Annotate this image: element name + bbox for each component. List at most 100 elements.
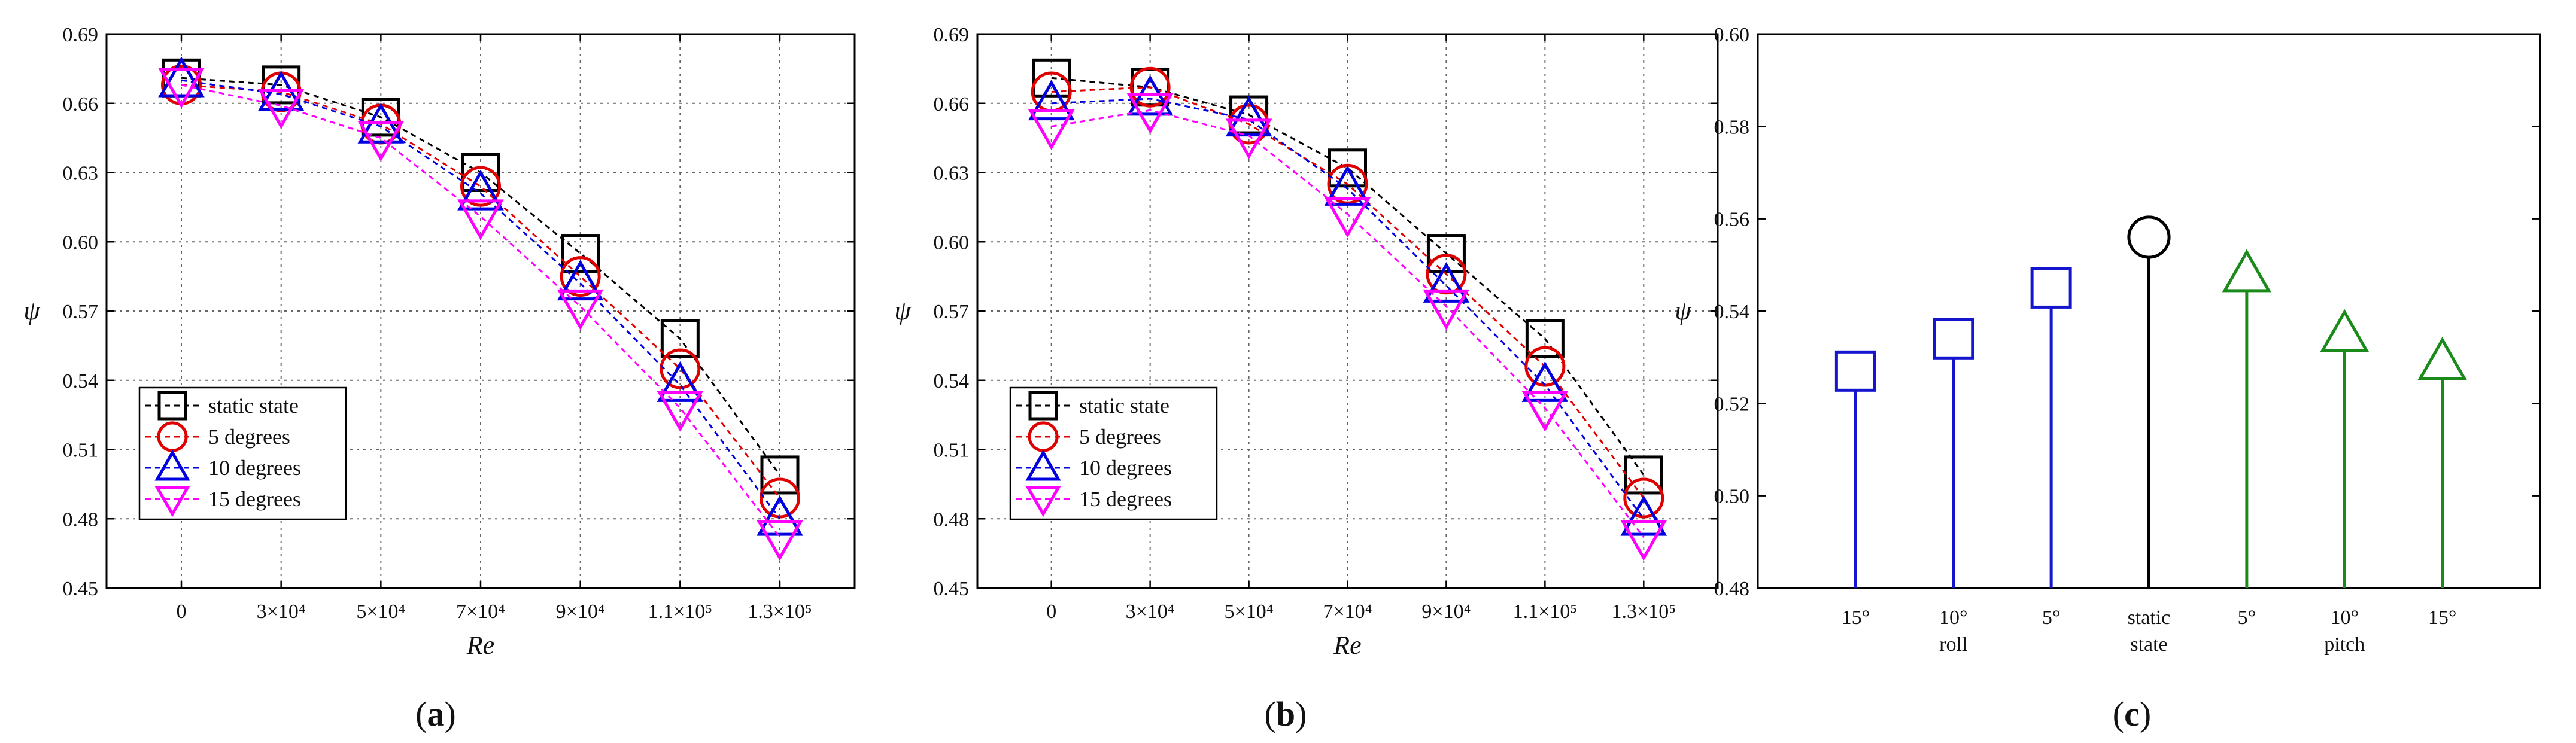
data-point-triangle-down xyxy=(1620,520,1667,561)
y-axis-label: ψ xyxy=(894,296,911,325)
y-tick-label: 0.45 xyxy=(934,578,970,600)
y-axis-label: ψ xyxy=(23,296,40,325)
legend-label: 5 degrees xyxy=(1079,425,1161,449)
y-tick-label: 0.52 xyxy=(1714,393,1750,415)
data-point-triangle-up xyxy=(1423,262,1470,303)
plot-frame xyxy=(976,33,1719,589)
legend-marker-triangle-up xyxy=(154,449,190,481)
legend-label: static state xyxy=(208,394,299,418)
subfigure-label-close: ) xyxy=(445,695,456,733)
x-tick-label: 9×10⁴ xyxy=(1421,601,1471,623)
data-point-triangle-up xyxy=(557,260,604,301)
legend-marker-triangle-down xyxy=(1025,486,1061,517)
x-tick-label: 9×10⁴ xyxy=(556,601,605,623)
legend-marker-square xyxy=(157,391,187,421)
x-tick-label: 5° xyxy=(2042,607,2061,629)
legend-label: 5 degrees xyxy=(208,425,290,449)
x-tick-label-group: roll xyxy=(1939,634,1967,656)
data-point-square xyxy=(1624,455,1663,495)
legend-marker-triangle-up xyxy=(1025,449,1061,481)
data-point-triangle-down xyxy=(1126,93,1174,134)
data-point-triangle-down xyxy=(1028,109,1075,150)
stem-marker-triangle-up xyxy=(2222,249,2271,293)
y-tick-label: 0.63 xyxy=(934,163,970,185)
y-tick-label: 0.54 xyxy=(934,370,970,392)
y-tick-label: 0.60 xyxy=(1714,24,1750,46)
data-point-circle xyxy=(460,166,501,207)
y-tick-label: 0.48 xyxy=(1714,578,1750,600)
data-point-triangle-down xyxy=(557,289,604,330)
x-tick-label: 5° xyxy=(2238,607,2256,629)
data-point-triangle-down xyxy=(1225,118,1272,160)
data-point-triangle-down xyxy=(257,89,305,130)
stem-marker-square xyxy=(1834,350,1876,392)
y-tick-label: 0.51 xyxy=(63,440,99,462)
data-point-triangle-up xyxy=(657,361,704,402)
y-tick-label: 0.57 xyxy=(63,301,99,323)
x-tick-label: 5×10⁴ xyxy=(1225,601,1274,623)
data-point-square xyxy=(561,234,600,273)
data-point-triangle-down xyxy=(158,68,205,109)
data-point-triangle-down xyxy=(1423,289,1470,330)
legend: static state 5 degrees 10 degrees 15 degree… xyxy=(1009,386,1218,520)
plot-frame xyxy=(105,33,856,589)
y-tick-label: 0.50 xyxy=(1714,486,1750,508)
subfigure-label-close: ) xyxy=(1295,695,1307,733)
x-tick-label-group: state xyxy=(2130,634,2167,656)
y-tick-label: 0.51 xyxy=(934,440,970,462)
x-tick-label: 10° xyxy=(2330,607,2359,629)
data-point-square xyxy=(1328,148,1367,188)
data-point-triangle-up xyxy=(1324,165,1371,206)
y-tick-label: 0.57 xyxy=(934,301,970,323)
legend-marker-square xyxy=(1028,391,1058,421)
y-tick-label: 0.54 xyxy=(63,370,99,392)
x-tick-label: 0 xyxy=(1046,601,1056,623)
y-tick-label: 0.54 xyxy=(1714,301,1750,323)
stem-marker-circle xyxy=(2127,215,2171,259)
stem-marker-triangle-up xyxy=(2320,309,2370,352)
data-point-triangle-up xyxy=(757,495,803,536)
y-axis-label: ψ xyxy=(1675,296,1691,325)
y-tick-label: 0.45 xyxy=(63,578,99,600)
y-tick-label: 0.69 xyxy=(934,24,970,46)
y-tick-label: 0.63 xyxy=(63,163,99,185)
x-tick-label: 15° xyxy=(1842,607,1870,629)
subfigure-label-open: ( xyxy=(415,695,427,733)
x-tick-label: 1.1×10⁵ xyxy=(1513,601,1578,623)
x-tick-label: 10° xyxy=(1939,607,1968,629)
data-point-circle xyxy=(1426,254,1467,295)
y-tick-label: 0.66 xyxy=(934,93,970,115)
y-tick-label: 0.48 xyxy=(63,508,99,531)
data-point-triangle-down xyxy=(1521,391,1569,432)
y-tick-label: 0.60 xyxy=(934,232,970,254)
data-point-square xyxy=(1426,234,1466,273)
subfigure-label: (c) xyxy=(2113,695,2151,733)
legend-label: 10 degrees xyxy=(1079,456,1172,480)
y-tick-label: 0.56 xyxy=(1714,209,1750,231)
data-point-triangle-down xyxy=(1324,197,1371,238)
data-point-triangle-down xyxy=(457,199,504,240)
x-tick-label: 3×10⁴ xyxy=(257,601,306,623)
data-point-square xyxy=(1032,58,1071,98)
data-point-triangle-down xyxy=(757,520,803,561)
series-line-triangle-down xyxy=(1051,109,1645,538)
subfigure-label: (b) xyxy=(1265,695,1307,733)
y-tick-label: 0.66 xyxy=(63,93,99,115)
legend-label: static state xyxy=(1079,394,1169,418)
y-tick-label: 0.69 xyxy=(63,24,99,46)
series-line-circle xyxy=(181,84,781,499)
legend-label: 15 degrees xyxy=(208,487,301,511)
x-tick-label: 1.1×10⁵ xyxy=(648,601,713,623)
data-point-square xyxy=(1525,319,1565,358)
y-tick-label: 0.48 xyxy=(934,508,970,531)
data-point-triangle-up xyxy=(1028,80,1075,121)
x-tick-label: 5×10⁴ xyxy=(356,601,405,623)
x-tick-label: 1.3×10⁵ xyxy=(748,601,812,623)
data-point-triangle-up xyxy=(158,56,205,98)
stem-marker-square xyxy=(2030,267,2072,309)
legend-label: 10 degrees xyxy=(208,456,301,480)
x-tick-label: 7×10⁴ xyxy=(1323,601,1372,623)
x-tick-label: 0 xyxy=(177,601,187,623)
data-point-square xyxy=(660,319,700,358)
